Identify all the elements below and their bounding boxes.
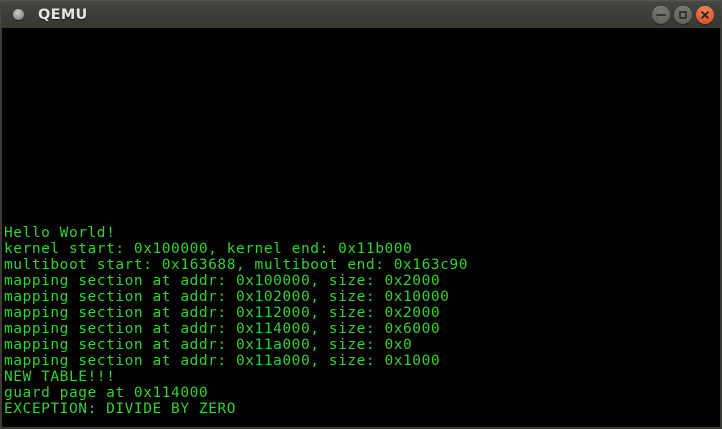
- window-title: QEMU: [38, 6, 88, 23]
- terminal-line: mapping section at addr: 0x112000, size:…: [4, 305, 441, 321]
- terminal-line: mapping section at addr: 0x100000, size:…: [4, 273, 441, 289]
- terminal-screen[interactable]: Hello World! kernel start: 0x100000, kern…: [2, 28, 720, 427]
- terminal-frame: Hello World! kernel start: 0x100000, kern…: [0, 28, 722, 429]
- terminal-line: kernel start: 0x100000, kernel end: 0x11…: [4, 241, 413, 257]
- maximize-button[interactable]: [674, 6, 692, 24]
- terminal-line: mapping section at addr: 0x11a000, size:…: [4, 337, 413, 353]
- terminal-line: multiboot start: 0x163688, multiboot end…: [4, 257, 468, 273]
- terminal-line: mapping section at addr: 0x11a000, size:…: [4, 353, 441, 369]
- terminal-line: EXCEPTION: DIVIDE BY ZERO: [4, 401, 236, 417]
- terminal-line: Hello World!: [4, 225, 116, 241]
- terminal-line: mapping section at addr: 0x114000, size:…: [4, 321, 441, 337]
- window-titlebar[interactable]: QEMU: [0, 0, 722, 28]
- minimize-button[interactable]: [652, 6, 670, 24]
- terminal-line: guard page at 0x114000: [4, 385, 209, 401]
- app-dot-icon: [13, 9, 24, 20]
- square-icon: [679, 11, 687, 19]
- terminal-output: Hello World! kernel start: 0x100000, kern…: [4, 225, 718, 417]
- window-controls: [652, 1, 714, 29]
- terminal-line: NEW TABLE!!!: [4, 369, 116, 385]
- close-button[interactable]: [696, 6, 714, 24]
- terminal-line: mapping section at addr: 0x102000, size:…: [4, 289, 450, 305]
- dash-icon: [656, 14, 666, 16]
